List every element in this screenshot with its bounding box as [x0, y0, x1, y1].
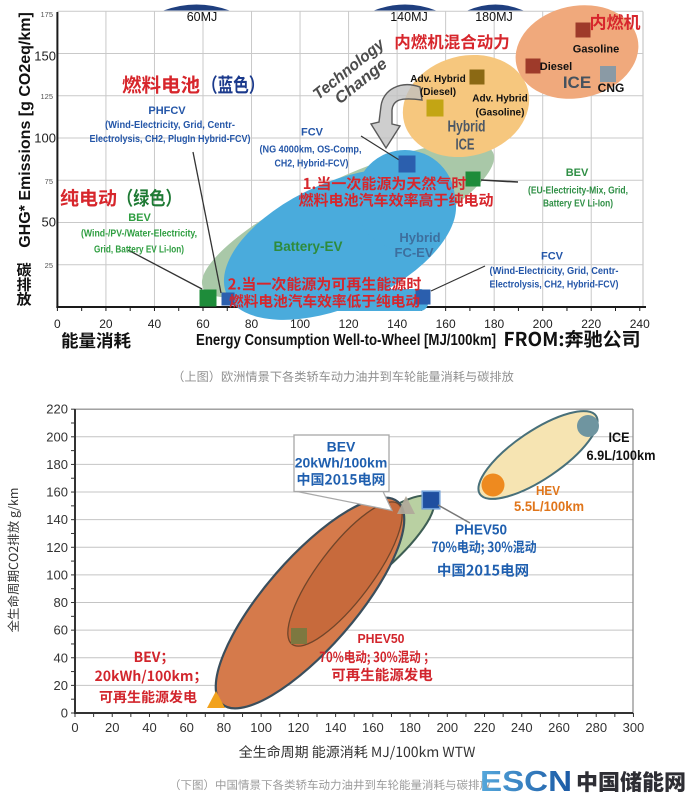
svg-text:200: 200	[436, 720, 458, 735]
svg-text:300: 300	[623, 720, 645, 735]
svg-text:260: 260	[548, 720, 570, 735]
svg-text:BEV: BEV	[128, 212, 151, 224]
svg-text:20: 20	[54, 678, 68, 693]
svg-text:Gasoline: Gasoline	[573, 44, 619, 56]
svg-text:(Wind-/PV-/Water-Electricity,: (Wind-/PV-/Water-Electricity,	[81, 229, 197, 240]
svg-text:ICE: ICE	[456, 137, 475, 154]
svg-text:25: 25	[45, 261, 53, 270]
svg-text:60: 60	[179, 720, 193, 735]
svg-text:180MJ: 180MJ	[475, 10, 513, 24]
svg-text:140MJ: 140MJ	[390, 10, 428, 24]
svg-text:240: 240	[630, 317, 650, 331]
svg-text:Electrolysis, CH2, Hybrid-FCV): Electrolysis, CH2, Hybrid-FCV)	[490, 280, 619, 291]
svg-text:150: 150	[34, 49, 56, 64]
svg-text:(EU-Electricity-Mix, Grid,: (EU-Electricity-Mix, Grid,	[528, 186, 628, 197]
svg-text:20kWh/100km: 20kWh/100km	[295, 455, 388, 471]
svg-text:0: 0	[61, 706, 68, 721]
svg-text:CNG: CNG	[598, 81, 625, 95]
svg-text:175: 175	[40, 10, 53, 19]
svg-text:200: 200	[46, 429, 68, 444]
svg-text:40: 40	[54, 650, 68, 665]
svg-text:Electrolysis, CH2, PlugIn Hybr: Electrolysis, CH2, PlugIn Hybrid-FCV)	[90, 134, 251, 145]
svg-text:Hybrid: Hybrid	[399, 230, 440, 245]
svg-text:FCV: FCV	[301, 127, 324, 139]
svg-text:(Diesel): (Diesel)	[420, 87, 456, 98]
svg-text:160: 160	[46, 485, 68, 500]
svg-text:100: 100	[290, 317, 310, 331]
svg-text:220: 220	[581, 317, 601, 331]
svg-text:5.5L/100km: 5.5L/100km	[514, 499, 584, 514]
svg-text:ICE: ICE	[609, 429, 630, 445]
svg-text:BEV: BEV	[566, 167, 589, 179]
svg-text:140: 140	[387, 317, 407, 331]
svg-text:(Wind-Electricity, Grid, Centr: (Wind-Electricity, Grid, Centr-	[490, 266, 619, 277]
svg-text:160: 160	[436, 317, 456, 331]
svg-text:Adv. Hybrid: Adv. Hybrid	[472, 94, 527, 105]
svg-text:Energy Consumption Well-to-Whe: Energy Consumption Well-to-Wheel [MJ/100…	[196, 332, 496, 349]
svg-text:50: 50	[42, 215, 56, 230]
svg-text:80: 80	[245, 317, 259, 331]
svg-text:Battery-EV: Battery-EV	[273, 239, 342, 254]
svg-text:HEV: HEV	[536, 483, 560, 498]
svg-text:CH2, Hybrid-FCV): CH2, Hybrid-FCV)	[275, 159, 349, 170]
svg-text:ESCN: ESCN	[480, 766, 572, 798]
svg-text:FCV: FCV	[541, 251, 564, 263]
svg-text:125: 125	[40, 92, 53, 101]
svg-text:BEV: BEV	[327, 439, 356, 455]
svg-text:Adv. Hybrid: Adv. Hybrid	[410, 74, 465, 85]
svg-text:(Gasoline): (Gasoline)	[476, 108, 525, 119]
svg-text:6.9L/100km: 6.9L/100km	[587, 448, 656, 463]
svg-text:75: 75	[45, 177, 53, 186]
svg-text:GHG* Emissions [g CO2eq/km]: GHG* Emissions [g CO2eq/km]	[17, 12, 34, 248]
svg-text:80: 80	[54, 595, 68, 610]
svg-text:120: 120	[288, 720, 310, 735]
svg-text:40: 40	[142, 720, 156, 735]
svg-text:Grid, Battery EV Li-Ion): Grid, Battery EV Li-Ion)	[94, 245, 184, 256]
svg-text:100: 100	[34, 131, 56, 146]
svg-text:220: 220	[474, 720, 496, 735]
svg-text:Battery EV Li-Ion): Battery EV Li-Ion)	[543, 199, 613, 210]
svg-text:0: 0	[71, 720, 78, 735]
svg-text:20: 20	[105, 720, 119, 735]
svg-text:PHEV50: PHEV50	[358, 631, 405, 646]
svg-text:140: 140	[46, 512, 68, 527]
svg-text:180: 180	[46, 457, 68, 472]
svg-text:(Wind-Electricity, Grid, Centr: (Wind-Electricity, Grid, Centr-	[105, 120, 235, 131]
svg-text:20: 20	[99, 317, 113, 331]
svg-text:220: 220	[46, 402, 68, 417]
svg-text:280: 280	[585, 720, 607, 735]
svg-text:180: 180	[484, 317, 504, 331]
svg-text:200: 200	[533, 317, 553, 331]
svg-text:60: 60	[196, 317, 210, 331]
svg-text:160: 160	[362, 720, 384, 735]
svg-text:60MJ: 60MJ	[187, 10, 218, 24]
svg-text:Diesel: Diesel	[540, 61, 572, 73]
svg-text:180: 180	[399, 720, 421, 735]
svg-text:PHFCV: PHFCV	[148, 105, 186, 117]
svg-text:80: 80	[217, 720, 231, 735]
svg-text:140: 140	[325, 720, 347, 735]
svg-text:40: 40	[148, 317, 162, 331]
svg-text:0: 0	[54, 317, 61, 331]
svg-text:120: 120	[339, 317, 359, 331]
svg-text:100: 100	[250, 720, 272, 735]
svg-text:ICE: ICE	[563, 73, 591, 92]
svg-text:120: 120	[46, 540, 68, 555]
svg-text:(NG 4000km, OS-Comp,: (NG 4000km, OS-Comp,	[260, 145, 362, 156]
svg-text:Hybrid: Hybrid	[448, 119, 486, 136]
svg-text:240: 240	[511, 720, 533, 735]
svg-text:PHEV50: PHEV50	[455, 523, 507, 539]
svg-text:100: 100	[46, 567, 68, 582]
svg-text:FC-EV: FC-EV	[395, 245, 434, 260]
svg-text:60: 60	[54, 623, 68, 638]
